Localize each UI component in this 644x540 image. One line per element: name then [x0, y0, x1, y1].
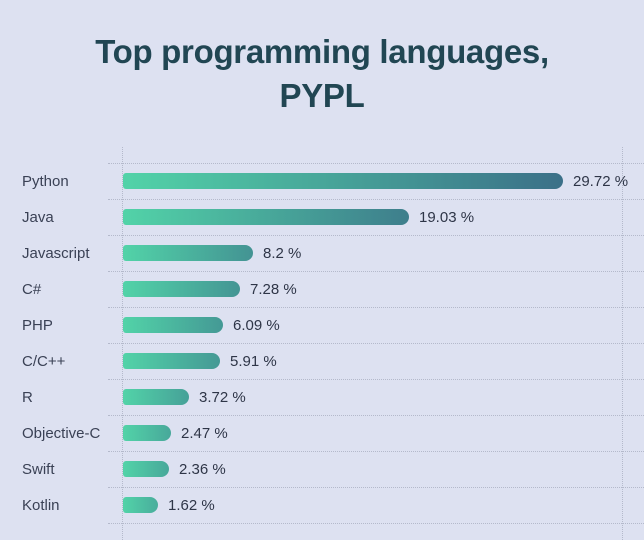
value-label: 2.47 %	[181, 424, 228, 442]
chart-row: C/C++ 5.91 %	[0, 343, 644, 379]
bar-swift	[123, 461, 169, 477]
bar-kotlin	[123, 497, 158, 513]
value-label: 3.72 %	[199, 388, 246, 406]
chart-row: Objective-C 2.47 %	[0, 415, 644, 451]
category-label: Python	[22, 172, 69, 190]
value-label: 2.36 %	[179, 460, 226, 478]
bar-php	[123, 317, 223, 333]
chart-title-line1: Top programming languages,	[95, 33, 549, 70]
chart-row: PHP 6.09 %	[0, 307, 644, 343]
value-label: 19.03 %	[419, 208, 475, 226]
chart-row: Java 19.03 %	[0, 199, 644, 235]
chart-row: R 3.72 %	[0, 379, 644, 415]
chart-title: Top programming languages, PYPL	[0, 30, 644, 118]
chart-rows: Python 29.72 % Java 19.03 % Javascript 8.2 % C…	[0, 163, 644, 523]
bar-r	[123, 389, 189, 405]
category-label: Swift	[22, 460, 55, 478]
chart-title-line2: PYPL	[279, 77, 365, 114]
category-label: Java	[22, 208, 54, 226]
chart-row: Python 29.72 %	[0, 163, 644, 199]
value-label: 1.62 %	[168, 496, 215, 514]
bar-objective-c	[123, 425, 171, 441]
bar-c-	[123, 281, 240, 297]
value-label: 29.72 %	[573, 172, 629, 190]
category-label: C#	[22, 280, 42, 298]
value-label: 5.91 %	[230, 352, 277, 370]
bar-javascript	[123, 245, 253, 261]
bar-c-c-	[123, 353, 220, 369]
bar-python	[123, 173, 563, 189]
value-label: 6.09 %	[233, 316, 280, 334]
grid-hline	[108, 523, 644, 524]
category-label: Javascript	[22, 244, 90, 262]
category-label: Kotlin	[22, 496, 60, 514]
category-label: C/C++	[22, 352, 66, 370]
chart-row: Kotlin 1.62 %	[0, 487, 644, 523]
category-label: PHP	[22, 316, 53, 334]
value-label: 7.28 %	[250, 280, 297, 298]
category-label: R	[22, 388, 33, 406]
chart-row: Swift 2.36 %	[0, 451, 644, 487]
bar-java	[123, 209, 409, 225]
category-label: Objective-C	[22, 424, 101, 442]
chart-row: C# 7.28 %	[0, 271, 644, 307]
value-label: 8.2 %	[263, 244, 302, 262]
chart-row: Javascript 8.2 %	[0, 235, 644, 271]
